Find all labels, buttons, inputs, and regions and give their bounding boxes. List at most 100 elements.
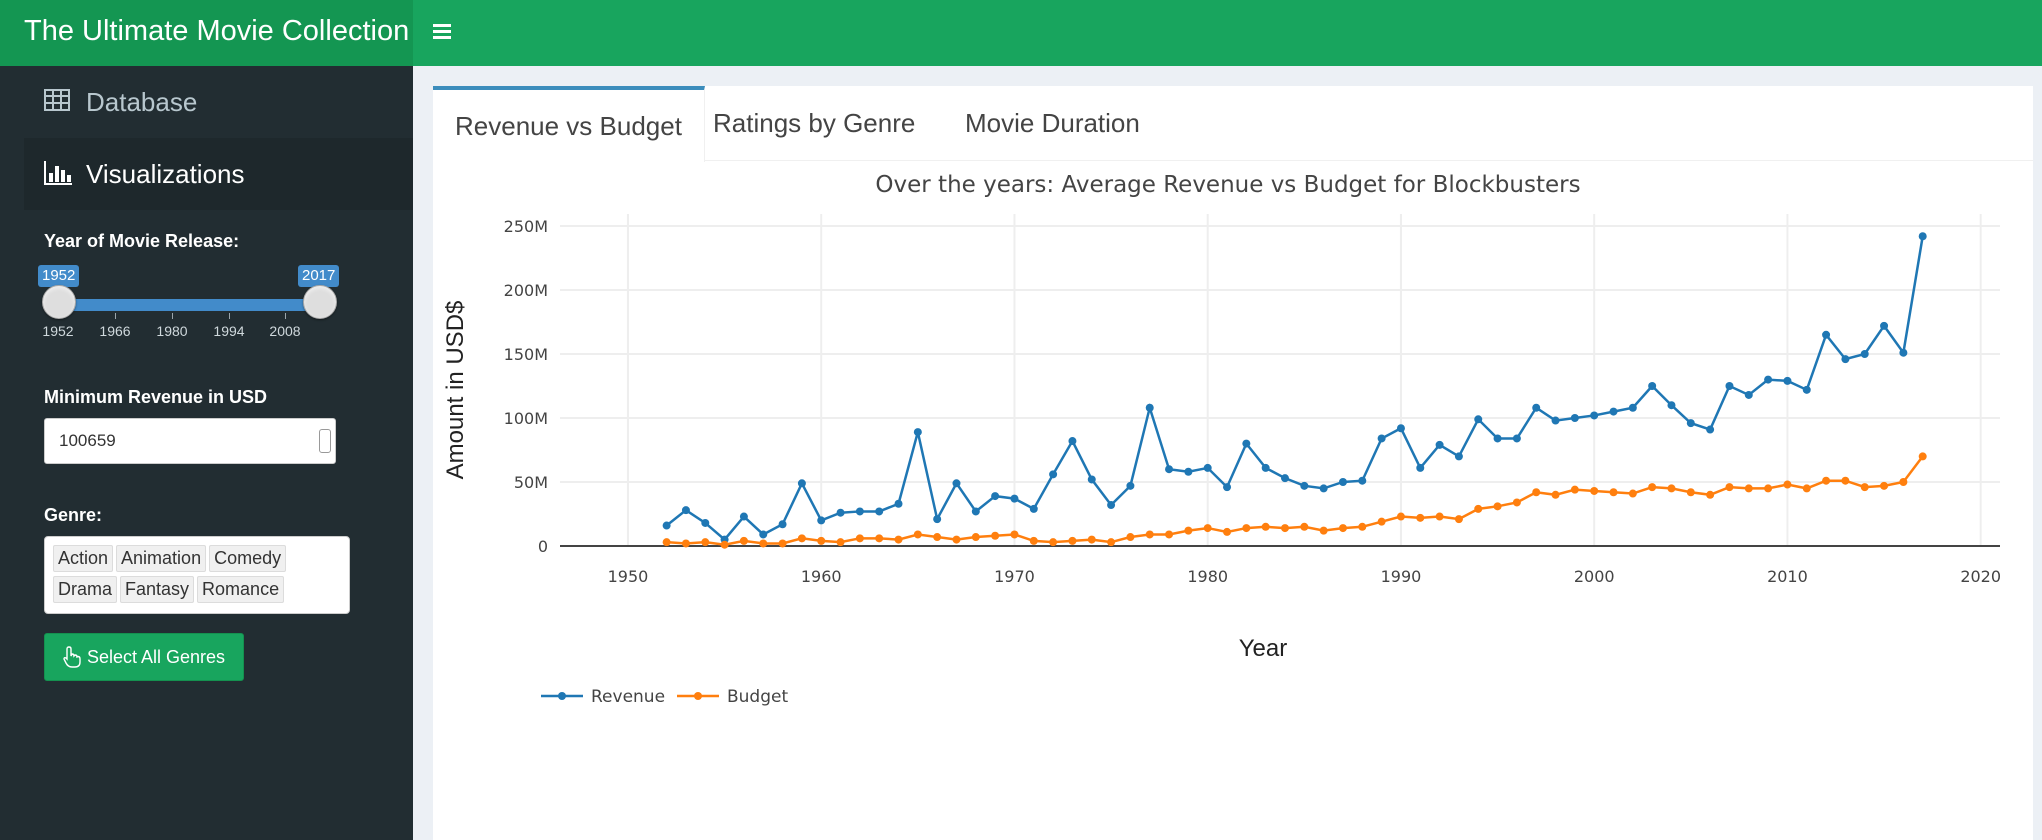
data-point-budget — [1628, 489, 1637, 498]
data-point-revenue — [971, 507, 980, 516]
data-point-revenue — [1474, 415, 1483, 424]
min-revenue-value: 100659 — [59, 431, 116, 450]
data-point-revenue — [1261, 463, 1270, 472]
x-tick-label: 2010 — [1767, 567, 1808, 586]
data-point-budget — [933, 533, 942, 542]
data-point-revenue — [1706, 425, 1715, 434]
data-point-revenue — [1416, 463, 1425, 472]
data-point-budget — [1822, 476, 1831, 485]
data-point-budget — [1281, 524, 1289, 533]
data-point-revenue — [1764, 375, 1773, 384]
data-point-budget — [1377, 517, 1386, 526]
tab-ratings-by-genre[interactable]: Ratings by Genre — [713, 108, 916, 138]
data-point-budget — [1899, 478, 1908, 486]
sidebar-item-label: Database — [86, 86, 198, 117]
data-point-budget — [1744, 484, 1753, 493]
sidebar-toggle-button[interactable] — [425, 14, 459, 48]
y-axis-label: Amount in USD$ — [442, 301, 469, 480]
app-title[interactable]: The Ultimate Movie Collection — [0, 0, 413, 66]
data-point-budget — [875, 534, 884, 543]
data-point-budget — [1319, 526, 1328, 535]
data-point-revenue — [778, 520, 787, 529]
data-point-budget — [1532, 488, 1541, 497]
genre-chip-drama[interactable]: Drama — [53, 576, 118, 603]
slider-tick-mark — [285, 313, 286, 319]
genre-chip-comedy[interactable]: Comedy — [209, 545, 287, 572]
data-point-budget — [1725, 483, 1734, 492]
slider-min-handle[interactable] — [42, 285, 76, 319]
data-point-revenue — [1107, 501, 1116, 510]
data-point-revenue — [701, 518, 710, 527]
series-line-budget — [666, 455, 1924, 546]
data-point-revenue — [817, 516, 826, 525]
y-tick-label: 250M — [504, 217, 548, 236]
tab-movie-duration[interactable]: Movie Duration — [965, 108, 1140, 138]
data-point-revenue — [1300, 481, 1309, 490]
data-point-budget — [1609, 488, 1618, 497]
genre-chip-fantasy[interactable]: Fantasy — [120, 576, 195, 603]
sidebar-item-visualizations[interactable]: Visualizations — [24, 138, 413, 210]
genre-chip-animation[interactable]: Animation — [116, 545, 207, 572]
data-point-budget — [778, 539, 787, 548]
revenue-input-label: Minimum Revenue in USD — [44, 387, 268, 407]
sidebar-item-database[interactable]: Database — [24, 66, 413, 138]
slider-max-handle[interactable] — [303, 285, 337, 319]
data-point-revenue — [1454, 452, 1463, 461]
data-point-budget — [1261, 522, 1270, 531]
data-point-revenue — [1087, 475, 1096, 484]
series-layer — [662, 232, 1927, 549]
data-point-budget — [836, 538, 845, 547]
data-point-budget — [759, 539, 768, 548]
data-point-revenue — [1010, 494, 1019, 503]
year-slider-track[interactable] — [58, 299, 320, 311]
data-point-revenue — [1203, 463, 1212, 472]
chart-grid: 1950 1960 1970 1980 1990 2000 2010 2020 0 50M 100M… — [504, 214, 2001, 586]
genre-label: Genre: — [44, 505, 103, 525]
data-point-revenue — [1590, 411, 1599, 420]
data-point-revenue — [1319, 484, 1328, 493]
data-point-budget — [1358, 522, 1367, 531]
data-point-revenue — [1648, 382, 1657, 390]
data-point-revenue — [1802, 385, 1811, 394]
data-point-revenue — [1918, 232, 1927, 241]
tab-revenue-vs-budget[interactable]: Revenue vs Budget — [433, 86, 705, 162]
data-point-budget — [894, 535, 903, 544]
data-point-revenue — [1860, 350, 1869, 358]
slider-tick-label: 2008 — [269, 323, 301, 339]
x-tick-label: 1970 — [994, 567, 1035, 586]
slider-tick-mark — [229, 313, 230, 319]
data-point-revenue — [894, 499, 903, 508]
y-tick-label: 200M — [504, 281, 548, 300]
data-point-budget — [1126, 533, 1135, 542]
data-point-budget — [1029, 536, 1038, 545]
min-revenue-input[interactable]: 100659 — [44, 418, 336, 464]
data-point-budget — [1049, 538, 1058, 547]
slider-tick-label: 1980 — [156, 323, 188, 339]
data-point-budget — [1783, 480, 1792, 489]
genre-chip-action[interactable]: Action — [53, 545, 114, 572]
chart-title: Over the years: Average Revenue vs Budge… — [875, 172, 1580, 198]
data-point-revenue — [1184, 467, 1193, 476]
data-point-budget — [1512, 498, 1521, 507]
bar-chart-icon — [44, 161, 72, 187]
data-point-budget — [662, 538, 671, 547]
year-slider-label: Year of Movie Release: — [44, 231, 240, 251]
data-point-revenue — [1570, 414, 1579, 422]
tab-bar: Revenue vs Budget Ratings by Genre Movie… — [433, 86, 2033, 162]
genre-chip-romance[interactable]: Romance — [197, 576, 285, 603]
genre-multiselect[interactable]: Action Animation Comedy Drama Fantasy Romanc… — [44, 536, 350, 614]
spinner-icon[interactable] — [319, 429, 331, 453]
data-point-budget — [1493, 502, 1502, 511]
legend-label-revenue: Revenue — [591, 687, 665, 707]
data-point-revenue — [1126, 481, 1135, 490]
data-point-budget — [1474, 504, 1483, 513]
select-all-genres-button[interactable]: Select All Genres — [44, 633, 244, 681]
data-point-budget — [1338, 524, 1347, 533]
data-point-revenue — [952, 479, 961, 488]
data-point-revenue — [1338, 478, 1347, 486]
data-point-revenue — [1068, 437, 1077, 446]
data-point-revenue — [1242, 439, 1251, 448]
data-point-revenue — [1223, 483, 1232, 492]
table-icon — [44, 89, 72, 115]
slider-min-value: 1952 — [38, 265, 80, 287]
